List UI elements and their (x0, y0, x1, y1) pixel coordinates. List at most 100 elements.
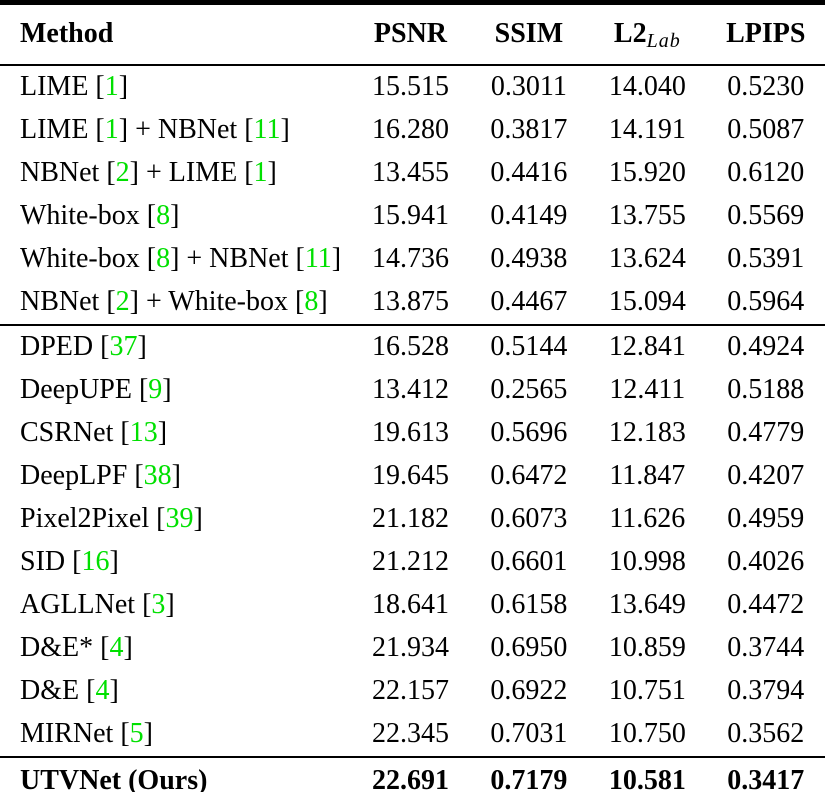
ssim-cell: 0.5144 (469, 324, 589, 369)
ssim-cell: 0.6158 (490, 589, 568, 620)
ssim-cell: 0.5696 (490, 417, 568, 448)
method-cell: D&E* [4] (20, 632, 133, 663)
method-cell: AGLLNet [3] (20, 589, 175, 620)
lpips-cell: 0.3562 (727, 718, 805, 749)
l2lab-cell: 15.094 (608, 286, 686, 317)
l2lab-cell: 10.859 (608, 632, 686, 663)
table-row: DPED [37] 16.528 0.5144 12.841 0.4924 (0, 324, 825, 369)
psnr-cell: 22.157 (371, 675, 449, 706)
l2lab-cell: 10.751 (608, 675, 686, 706)
citation-number: 39 (165, 503, 194, 534)
citation-number: 3 (151, 589, 166, 620)
table-row: D&E* [4] 21.934 0.6950 10.859 0.3744 (0, 627, 825, 670)
lpips-cell: 0.4959 (727, 503, 805, 534)
psnr-cell: 21.934 (371, 632, 449, 663)
table-row: CSRNet [13] 19.613 0.5696 12.183 0.4779 (0, 412, 825, 455)
psnr-cell: 19.613 (371, 417, 449, 448)
psnr-cell: 13.875 (371, 286, 449, 317)
citation-number: 1 (104, 71, 119, 102)
column-header-ssim: SSIM (469, 2, 589, 66)
ssim-cell: 0.2565 (490, 374, 568, 405)
citation-number: 16 (81, 546, 110, 577)
column-header-lpips: LPIPS (706, 2, 825, 66)
psnr-cell: 14.736 (371, 243, 449, 274)
citation-number: 2 (115, 157, 130, 188)
method-cell: NBNet [2] + White-box [8] (20, 286, 328, 317)
psnr-cell: 16.280 (371, 114, 449, 145)
l2lab-cell: 14.040 (608, 71, 686, 102)
l2lab-cell: 12.841 (588, 324, 707, 369)
method-cell: UTVNet (Ours) (0, 756, 352, 792)
ssim-cell: 0.4416 (490, 157, 568, 188)
l2lab-cell: 12.183 (608, 417, 686, 448)
method-cell: MIRNet [5] (20, 718, 153, 749)
lpips-cell: 0.4924 (706, 324, 825, 369)
lpips-cell: 0.5964 (727, 286, 805, 317)
column-header-psnr: PSNR (351, 2, 470, 66)
method-cell: DeepUPE [9] (20, 374, 172, 405)
l2lab-cell: 12.411 (609, 374, 686, 405)
method-cell: LIME [1] + NBNet [11] (20, 114, 290, 145)
lpips-cell: 0.5188 (727, 374, 805, 405)
table-row: D&E [4] 22.157 0.6922 10.751 0.3794 (0, 670, 825, 713)
method-cell: CSRNet [13] (20, 417, 168, 448)
method-cell: NBNet [2] + LIME [1] (20, 157, 277, 188)
citation-number: 8 (156, 200, 171, 231)
lpips-cell: 0.3417 (706, 756, 825, 792)
method-cell: White-box [8] (20, 200, 180, 231)
citation-number: 1 (253, 157, 268, 188)
psnr-cell: 15.515 (371, 71, 449, 102)
l2lab-cell: 10.998 (608, 546, 686, 577)
lpips-cell: 0.4026 (727, 546, 805, 577)
table-row: UTVNet (Ours) 22.691 0.7179 10.581 0.3417 (0, 756, 825, 792)
column-header-method: Method (0, 2, 352, 66)
psnr-cell: 13.455 (371, 157, 449, 188)
ssim-cell: 0.4938 (490, 243, 568, 274)
method-cell: SID [16] (20, 546, 119, 577)
method-cell: D&E [4] (20, 675, 119, 706)
lpips-cell: 0.5087 (727, 114, 805, 145)
lpips-cell: 0.3794 (727, 675, 805, 706)
citation-number: 8 (304, 286, 319, 317)
ssim-cell: 0.4467 (490, 286, 568, 317)
citation-number: 2 (115, 286, 130, 317)
method-cell: White-box [8] + NBNet [11] (20, 243, 342, 274)
table-row: Pixel2Pixel [39] 21.182 0.6073 11.626 0.4959 (0, 498, 825, 541)
psnr-cell: 21.182 (371, 503, 449, 534)
citation-number: 4 (95, 675, 110, 706)
citation-number: 5 (129, 718, 144, 749)
psnr-cell: 22.691 (351, 756, 470, 792)
header-row: Method PSNR SSIM L2Lab LPIPS (0, 2, 825, 66)
ssim-cell: 0.3817 (490, 114, 568, 145)
citation-number: 8 (156, 243, 171, 274)
l2lab-cell: 11.626 (609, 503, 686, 534)
table-row: NBNet [2] + LIME [1] 13.455 0.4416 15.920 0.… (0, 152, 825, 195)
lpips-cell: 0.4207 (727, 460, 805, 491)
ssim-cell: 0.6950 (490, 632, 568, 663)
ssim-cell: 0.6472 (490, 460, 568, 491)
l2lab-cell: 13.649 (608, 589, 686, 620)
psnr-cell: 18.641 (371, 589, 449, 620)
method-cell: LIME [1] (20, 71, 129, 102)
psnr-cell: 16.528 (351, 324, 470, 369)
table-row: LIME [1] 15.515 0.3011 14.040 0.5230 (0, 65, 825, 109)
lpips-cell: 0.3744 (727, 632, 805, 663)
lpips-cell: 0.4472 (727, 589, 805, 620)
lpips-cell: 0.4779 (727, 417, 805, 448)
ssim-cell: 0.7031 (490, 718, 568, 749)
table-body: LIME [1] 15.515 0.3011 14.040 0.5230 LIME [1]… (0, 65, 825, 792)
method-cell: DPED [37] (0, 324, 352, 369)
l2-label-main: L2 (613, 18, 647, 49)
l2lab-cell: 14.191 (608, 114, 686, 145)
l2lab-cell: 13.755 (608, 200, 686, 231)
citation-number: 13 (129, 417, 158, 448)
psnr-cell: 19.645 (371, 460, 449, 491)
l2lab-cell: 15.920 (608, 157, 686, 188)
ssim-cell: 0.6073 (490, 503, 568, 534)
l2lab-cell: 11.847 (609, 460, 686, 491)
citation-number: 37 (109, 331, 138, 362)
psnr-cell: 22.345 (371, 718, 449, 749)
table-row: White-box [8] + NBNet [11] 14.736 0.4938 13… (0, 238, 825, 281)
